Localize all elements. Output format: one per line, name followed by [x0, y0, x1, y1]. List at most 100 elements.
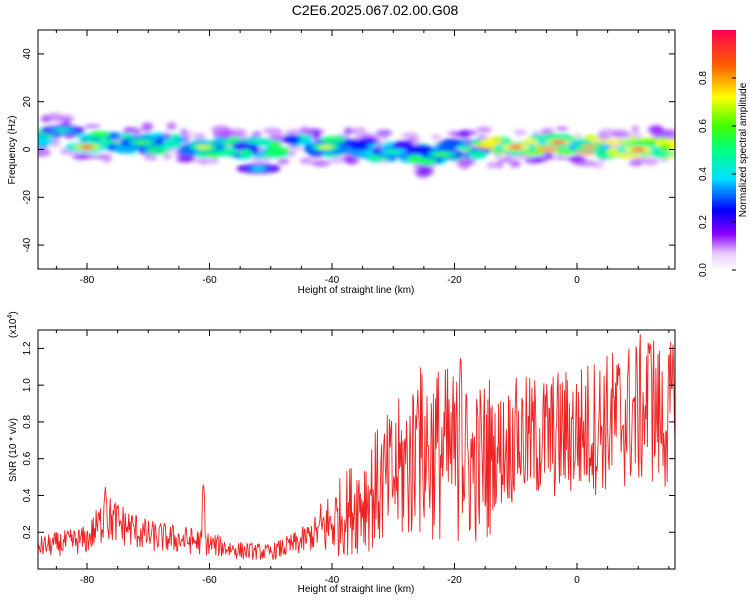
spectrogram-cell	[249, 138, 270, 146]
spectrogram-halo	[500, 157, 513, 162]
spectrogram-halo	[310, 133, 323, 142]
spectrogram-blob-core	[582, 145, 597, 150]
spectrogram-halo	[55, 117, 65, 123]
spectrogram-halo	[630, 125, 640, 133]
spectrogram-axes: -80 -60 -40 -20 0 -40 -20 0 20 40	[22, 30, 675, 286]
spectrogram-halo	[83, 124, 101, 129]
snr-multiplier-base: (x10	[8, 318, 19, 338]
snr-ylabel: SNR (10 * v/v)	[8, 418, 19, 482]
spectrogram-cell	[417, 157, 437, 165]
spectrogram-xtick-label: -80	[80, 275, 95, 286]
spectrogram-cell	[437, 141, 458, 151]
spectrogram-halo	[456, 160, 472, 170]
snr-axes: -80 -60 -40 -20 0 0.2 0.4 0.6 0.8 1.0 1.2	[22, 330, 675, 586]
chart-title: C2E6.2025.067.02.00.G08	[291, 2, 459, 18]
snr-multiplier-exp: 4	[7, 315, 14, 319]
spectrogram-halo	[647, 127, 663, 132]
spectrogram-ytick-label: -20	[22, 190, 33, 205]
spectrogram-halo	[343, 153, 356, 163]
spectrogram-blob-core	[55, 128, 70, 133]
spectrogram-halo	[555, 154, 566, 161]
snr-ytick-label: 0.4	[22, 488, 33, 502]
colorbar-tick-label: 0.0	[698, 263, 709, 277]
spectrogram-image	[38, 113, 675, 178]
spectrogram-cell	[239, 149, 253, 158]
snr-plot-area	[38, 334, 675, 561]
spectrogram-halo	[206, 157, 220, 165]
spectrogram-halo	[628, 158, 644, 167]
spectrogram-cell	[508, 151, 523, 156]
snr-ytick-label: 0.8	[22, 415, 33, 429]
spectrogram-cell	[89, 131, 111, 139]
spectrogram-halo	[72, 153, 88, 160]
colorbar-ticks: 0.0 0.2 0.4 0.6 0.8	[698, 71, 736, 277]
spectrogram-ytick-label: 0	[22, 146, 33, 152]
spectrogram-halo	[667, 134, 675, 140]
spectrogram-halo	[431, 134, 442, 139]
spectrogram-cell	[357, 137, 377, 146]
spectrogram-cell	[200, 150, 221, 157]
spectrogram-halo	[459, 129, 471, 138]
spectrogram-blob-core	[318, 145, 333, 150]
snr-xtick-label: -40	[325, 575, 340, 586]
spectrogram-halo	[265, 128, 280, 135]
spectrogram-xtick-label: 0	[574, 275, 580, 286]
colorbar-tick-label: 0.6	[698, 119, 709, 133]
spectrogram-halo	[577, 160, 597, 167]
spectrogram-xtick-label: -20	[447, 275, 462, 286]
spectrogram-halo	[166, 122, 177, 130]
snr-xtick-label: -80	[80, 575, 95, 586]
spectrogram-halo	[211, 125, 231, 135]
snr-xtick-label: -20	[447, 575, 462, 586]
spectrogram-cell	[96, 139, 115, 144]
spectrogram-cell	[156, 135, 172, 141]
spectrogram-blob-core	[80, 145, 94, 150]
spectrogram-blob-core	[435, 152, 450, 157]
spectrogram-cell	[161, 139, 182, 149]
snr-panel: -80 -60 -40 -20 0 0.2 0.4 0.6 0.8 1.0 1.2 Height o…	[7, 311, 676, 595]
spectrogram-halo	[401, 132, 419, 139]
spectrogram-panel: -80 -60 -40 -20 0 -40 -20 0 20 40 Height of strai…	[7, 29, 676, 296]
spectrogram-halo	[101, 153, 113, 163]
spectrogram-cell	[276, 150, 289, 157]
colorbar-tick-label: 0.4	[698, 167, 709, 181]
spectrogram-cell	[467, 150, 487, 160]
spectrogram-blob-core	[386, 149, 401, 154]
colorbar-gradient	[712, 30, 736, 270]
spectrogram-cell	[556, 148, 578, 155]
spectrogram-ytick-label: 40	[22, 48, 33, 60]
spectrogram-halo	[303, 127, 313, 137]
spectrogram-cell	[480, 138, 497, 146]
colorbar-label: Normalized spectral amplitude	[738, 82, 749, 217]
spectrogram-halo	[38, 147, 51, 157]
spectrogram-halo	[179, 129, 188, 134]
spectrogram-cell	[537, 146, 559, 152]
spectrogram-cell	[232, 141, 251, 151]
snr-xlabel: Height of straight line (km)	[298, 584, 415, 595]
spectrogram-cell	[112, 144, 137, 154]
snr-ytick-label: 1.2	[22, 341, 33, 355]
spectrogram-halo	[509, 160, 521, 168]
spectrogram-cell	[409, 144, 433, 153]
spectrogram-ytick-label: -40	[22, 237, 33, 252]
spectrogram-halo	[495, 159, 504, 169]
colorbar-tick-label: 0.8	[698, 71, 709, 85]
spectrogram-halo	[624, 133, 644, 140]
colorbar: 0.0 0.2 0.4 0.6 0.8 Normalized spectral ampl…	[698, 30, 749, 277]
spectrogram-halo	[555, 126, 569, 132]
spectrogram-halo	[643, 157, 659, 166]
spectrogram-halo	[143, 153, 159, 161]
spectrogram-halo	[524, 156, 542, 165]
spectrogram-ylabel: Frequency (Hz)	[7, 116, 18, 185]
snr-series-line	[38, 334, 675, 561]
spectrogram-xlabel: Height of straight line (km)	[298, 285, 415, 296]
snr-xtick-label: 0	[574, 575, 580, 586]
snr-ytick-label: 1.0	[22, 378, 33, 392]
snr-xtick-label: -60	[202, 575, 217, 586]
spectrogram-blob-core	[251, 166, 266, 171]
spectrogram-cell	[175, 137, 187, 142]
spectrogram-halo	[311, 159, 331, 167]
snr-frame	[37, 329, 676, 570]
spectrogram-xtick-label: -60	[202, 275, 217, 286]
